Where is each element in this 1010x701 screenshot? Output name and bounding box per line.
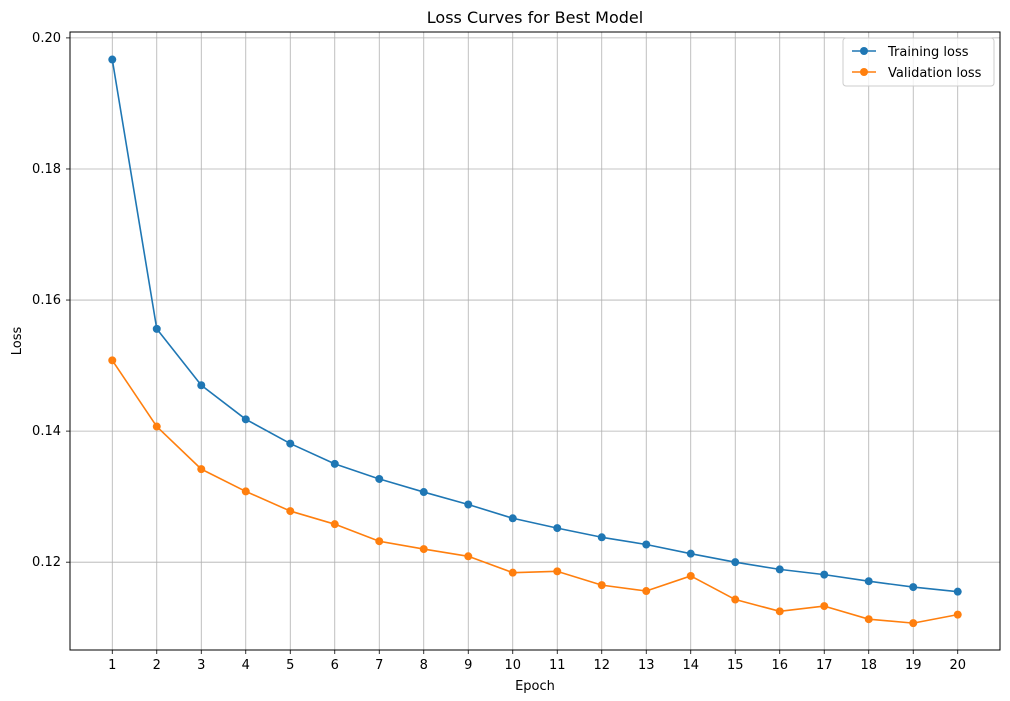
chart-title: Loss Curves for Best Model	[427, 8, 643, 27]
legend-validation-label: Validation loss	[888, 66, 982, 81]
y-tick-label: 0.14	[32, 424, 61, 439]
x-tick-label: 19	[905, 658, 922, 673]
x-tick-label: 6	[331, 658, 339, 673]
series-layer	[108, 55, 962, 628]
x-tick-label: 1	[108, 658, 116, 673]
plot-area-frame	[69, 31, 1001, 651]
legend: Training loss Validation loss	[842, 37, 995, 87]
validation-loss-line	[111, 359, 958, 624]
training-loss-point	[864, 577, 873, 586]
training-loss-point	[197, 381, 206, 390]
x-tick-label: 8	[420, 658, 428, 673]
validation-loss-point	[419, 545, 428, 554]
training-loss-point	[419, 488, 428, 497]
x-axis-label: Epoch	[515, 679, 555, 694]
x-tick-label: 14	[682, 658, 699, 673]
validation-loss-point	[152, 422, 161, 431]
validation-loss-point	[464, 552, 473, 561]
x-tick-label: 4	[242, 658, 250, 673]
validation-loss-point	[775, 607, 784, 616]
validation-loss-point	[686, 571, 695, 580]
validation-loss-series	[108, 356, 962, 628]
validation-loss-point	[642, 587, 651, 596]
training-loss-point	[820, 570, 829, 579]
training-loss-point	[686, 549, 695, 558]
validation-loss-point	[286, 507, 295, 516]
y-tick-label: 0.16	[32, 293, 61, 308]
training-loss-point	[642, 540, 651, 549]
training-loss-point	[464, 500, 473, 509]
validation-loss-point	[909, 619, 918, 628]
legend-training-marker-swatch	[860, 47, 868, 55]
validation-loss-point	[953, 610, 962, 619]
x-tick-label: 2	[153, 658, 161, 673]
validation-loss-point	[820, 602, 829, 611]
training-loss-point	[553, 524, 562, 533]
validation-loss-point	[108, 356, 117, 365]
validation-loss-point	[197, 465, 206, 474]
validation-loss-point	[553, 567, 562, 576]
x-axis-ticks: 1 2 3 4 5 6 7 8 9 10 11 12 13 14 15 16 17 18 19 20	[108, 650, 966, 673]
x-tick-label: 15	[727, 658, 744, 673]
training-loss-point	[375, 474, 384, 483]
x-tick-label: 11	[549, 658, 566, 673]
validation-loss-point	[731, 595, 740, 604]
validation-loss-point	[597, 581, 606, 590]
y-axis-label: Loss	[10, 327, 25, 356]
training-loss-series	[108, 55, 962, 596]
validation-loss-point	[508, 568, 517, 577]
training-loss-point	[909, 583, 918, 592]
y-tick-label: 0.20	[32, 31, 61, 46]
grid-lines	[70, 32, 1000, 650]
x-tick-label: 13	[638, 658, 655, 673]
training-loss-point	[152, 324, 161, 333]
training-loss-point	[597, 533, 606, 542]
validation-loss-point	[864, 615, 873, 624]
y-tick-label: 0.18	[32, 162, 61, 177]
training-loss-point	[108, 55, 117, 64]
x-tick-label: 16	[771, 658, 788, 673]
training-loss-point	[731, 558, 740, 567]
training-loss-point	[286, 439, 295, 448]
x-tick-label: 20	[949, 658, 966, 673]
x-tick-label: 3	[197, 658, 205, 673]
legend-box	[842, 37, 995, 87]
y-tick-label: 0.12	[32, 555, 61, 570]
x-tick-label: 7	[375, 658, 383, 673]
validation-loss-point	[375, 537, 384, 546]
x-tick-label: 5	[286, 658, 294, 673]
training-loss-point	[330, 459, 339, 468]
legend-training-label: Training loss	[887, 45, 969, 60]
validation-loss-point	[330, 520, 339, 529]
x-tick-label: 9	[464, 658, 472, 673]
x-tick-label: 17	[816, 658, 833, 673]
validation-loss-point	[241, 487, 250, 496]
x-tick-label: 10	[504, 658, 521, 673]
training-loss-line	[111, 59, 958, 593]
legend-validation-marker-swatch	[860, 68, 868, 76]
training-loss-point	[508, 514, 517, 523]
training-loss-point	[775, 565, 784, 574]
x-tick-label: 18	[860, 658, 877, 673]
x-tick-label: 12	[593, 658, 610, 673]
training-loss-point	[953, 587, 962, 596]
training-loss-point	[241, 415, 250, 424]
y-axis-ticks: 0.12 0.14 0.16 0.18 0.20	[32, 31, 70, 570]
